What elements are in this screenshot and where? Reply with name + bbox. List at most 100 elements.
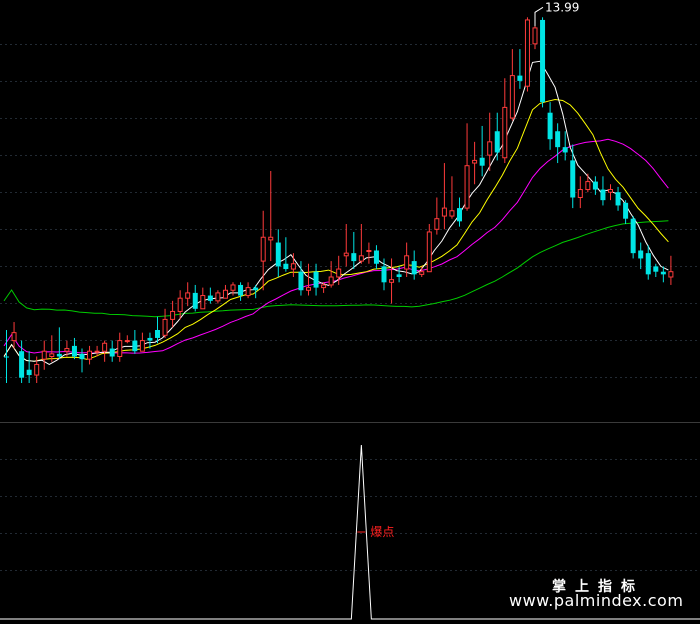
candle bbox=[117, 332, 123, 362]
candle-body bbox=[540, 19, 546, 103]
candle bbox=[124, 335, 130, 344]
candle-body bbox=[336, 268, 342, 278]
candle-body bbox=[4, 356, 9, 358]
candle bbox=[306, 263, 311, 296]
candle bbox=[381, 258, 387, 291]
candle bbox=[668, 255, 674, 285]
ma5-line bbox=[3, 60, 669, 365]
candle bbox=[404, 242, 410, 277]
candle bbox=[19, 340, 25, 383]
candle bbox=[555, 123, 561, 164]
candle-body bbox=[645, 253, 651, 275]
candle bbox=[313, 263, 319, 296]
candle bbox=[275, 229, 281, 277]
candle bbox=[155, 316, 160, 344]
candle-body bbox=[524, 19, 530, 87]
candle-body bbox=[426, 231, 432, 273]
candle-body bbox=[449, 210, 455, 217]
candle-body bbox=[373, 250, 379, 264]
candle-body bbox=[11, 332, 17, 342]
candle-body bbox=[464, 165, 470, 209]
candle bbox=[200, 287, 206, 310]
candle bbox=[207, 287, 213, 304]
candle bbox=[577, 176, 583, 209]
candle-body bbox=[155, 330, 160, 338]
candle-body bbox=[328, 276, 334, 286]
candle bbox=[290, 253, 296, 277]
candle bbox=[343, 224, 349, 267]
candle-body bbox=[215, 292, 221, 302]
candle-body bbox=[630, 218, 636, 254]
candle-body bbox=[532, 27, 538, 45]
candle-body bbox=[547, 112, 553, 140]
candle bbox=[79, 348, 85, 373]
candle bbox=[434, 197, 440, 235]
candle-body bbox=[283, 263, 289, 270]
candle bbox=[245, 282, 251, 299]
candle-body bbox=[117, 340, 123, 358]
candle bbox=[260, 210, 266, 291]
candle-body bbox=[396, 274, 402, 277]
candle-body bbox=[26, 369, 32, 376]
candle-body bbox=[306, 287, 311, 291]
candle-body bbox=[64, 348, 70, 352]
candle bbox=[411, 250, 417, 280]
candle-body bbox=[94, 350, 100, 353]
candle-body bbox=[268, 236, 274, 241]
candle-body bbox=[132, 340, 138, 352]
candle bbox=[623, 200, 629, 224]
candle-body bbox=[577, 189, 583, 199]
candle-body bbox=[170, 310, 176, 320]
candle-body bbox=[592, 181, 598, 190]
candle bbox=[283, 237, 289, 272]
candle bbox=[630, 216, 636, 259]
candle-body bbox=[177, 297, 183, 312]
candle-body bbox=[207, 295, 213, 301]
candle bbox=[660, 266, 666, 283]
candle-body bbox=[87, 350, 93, 360]
candle-body bbox=[570, 160, 576, 198]
candle-body bbox=[562, 147, 568, 153]
candle bbox=[608, 184, 613, 201]
ma60-line bbox=[3, 220, 669, 318]
candle-body bbox=[351, 253, 357, 262]
candle-body bbox=[623, 202, 629, 219]
candle bbox=[358, 224, 364, 264]
candle-body bbox=[404, 255, 410, 270]
candle bbox=[56, 327, 62, 360]
candle-body bbox=[298, 271, 304, 291]
candle-body bbox=[472, 159, 478, 164]
candle-body bbox=[411, 261, 417, 275]
candle bbox=[509, 49, 515, 121]
candle bbox=[600, 176, 606, 206]
candle bbox=[373, 245, 379, 270]
candle bbox=[94, 345, 100, 357]
peak-annotation: 13.99 bbox=[534, 0, 579, 27]
candle-body bbox=[290, 263, 296, 270]
candle bbox=[615, 186, 621, 211]
candle bbox=[321, 282, 327, 293]
candle-body bbox=[494, 131, 500, 153]
candle-body bbox=[139, 340, 145, 352]
candle-body bbox=[56, 353, 62, 357]
candle bbox=[215, 290, 221, 304]
candle-body bbox=[638, 250, 644, 259]
candle-body bbox=[222, 289, 228, 299]
candle bbox=[185, 282, 191, 307]
candle bbox=[192, 284, 198, 312]
candle-body bbox=[253, 287, 259, 291]
candle-body bbox=[653, 266, 659, 272]
candle-body bbox=[41, 350, 47, 360]
candle bbox=[653, 263, 659, 277]
candle-body bbox=[343, 252, 349, 257]
candle bbox=[162, 308, 168, 338]
candle bbox=[472, 141, 478, 185]
candle-body bbox=[260, 236, 266, 262]
candle bbox=[238, 282, 244, 301]
candle bbox=[11, 322, 17, 349]
candle-body bbox=[660, 271, 666, 275]
candle-body bbox=[615, 192, 621, 206]
candle bbox=[177, 290, 183, 320]
moving-average-lines bbox=[3, 60, 669, 365]
candle-body bbox=[79, 353, 85, 360]
